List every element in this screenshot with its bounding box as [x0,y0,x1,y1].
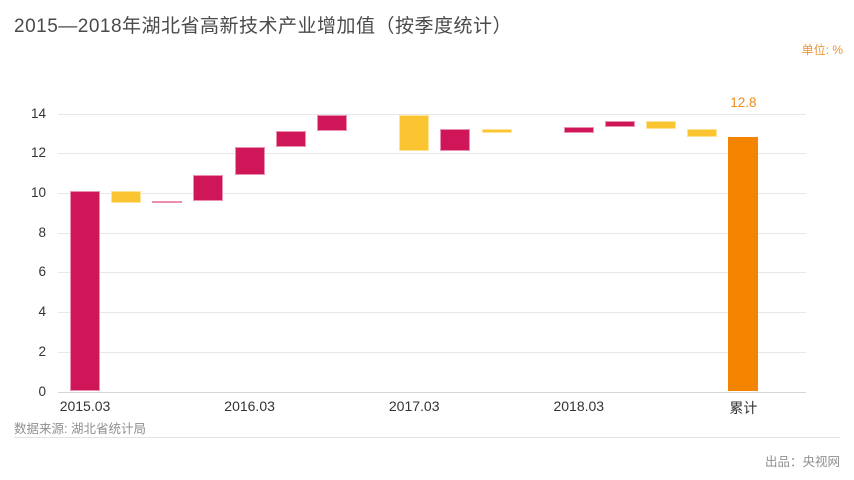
bar-2016.06 [275,131,306,148]
y-tick-label: 6 [38,264,46,280]
x-axis-label: 累计 [729,400,758,416]
producer-note: 出品：央视网 [764,455,840,469]
gridline [58,192,806,194]
bar-2017.06 [440,129,471,152]
x-axis-label: 2015.03 [59,398,111,414]
bar-2017.09 [481,129,512,134]
gridline [58,153,806,155]
bar-2018.03 [563,127,594,134]
bar-2016.09 [316,115,347,132]
y-tick-label: 4 [38,304,46,320]
bar-2018.12 [687,129,718,138]
bar-累计 [728,137,759,392]
y-tick-label: 0 [38,383,46,399]
bar-2015.09 [152,200,183,203]
gridline [58,351,806,353]
page-title: 2015—2018年湖北省高新技术产业增加值（按季度统计） [14,16,513,37]
y-tick-label: 8 [38,224,46,240]
footer-divider [14,437,840,438]
gridline [58,272,806,274]
total-value-label: 12.8 [730,95,757,110]
gridline [58,312,806,314]
y-tick-label: 10 [30,184,46,200]
gridline [58,391,806,393]
bar-2015.12 [193,175,224,201]
y-tick-label: 14 [30,105,46,121]
gridline [58,113,806,115]
bar-2018.06 [604,121,635,128]
x-axis-label: 2016.03 [224,398,275,414]
gridline [58,232,806,234]
bar-2015.06 [111,190,142,203]
y-tick-label: 2 [38,343,46,359]
bar-2016.03 [234,147,265,176]
source-note: 数据来源: 湖北省统计局 [14,422,146,436]
bar-2018.09 [646,121,677,130]
x-axis-label: 2018.03 [553,398,605,414]
unit-label: 单位: % [801,43,843,57]
y-tick-label: 12 [30,145,46,161]
bar-2015.03 [70,190,100,392]
bar-2017.03 [399,115,430,152]
x-axis-label: 2017.03 [388,398,440,414]
